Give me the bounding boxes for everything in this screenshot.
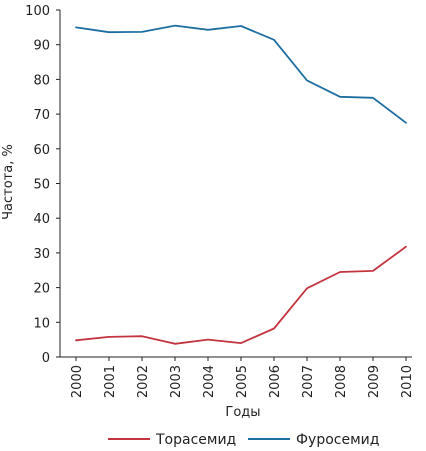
y-tick-label: 60 xyxy=(33,143,50,158)
y-tick-label: 80 xyxy=(33,73,50,88)
x-tick-label: 2000 xyxy=(70,365,85,398)
plot-area xyxy=(75,24,407,345)
y-axis-title: Частота, % xyxy=(1,144,16,220)
y-tick-label: 30 xyxy=(33,247,50,262)
y-tick-label: 50 xyxy=(33,178,50,193)
y-tick-label: 10 xyxy=(33,316,50,331)
x-axis-title: Годы xyxy=(225,405,260,420)
y-tick-label: 40 xyxy=(33,212,50,227)
x-tick-label: 2009 xyxy=(367,365,382,398)
x-tick-label: 2008 xyxy=(334,365,349,398)
y-tick-label: 90 xyxy=(33,39,50,54)
x-tick-label: 2006 xyxy=(268,365,283,398)
y-tick-label: 0 xyxy=(42,351,50,366)
x-tick-label: 2005 xyxy=(235,365,250,398)
x-tick-label: 2007 xyxy=(301,365,316,398)
axes: 0 10 20 30 40 50 60 70 80 90 100 2000 2001 2002 2003 20… xyxy=(25,4,415,398)
series-line-1 xyxy=(75,24,407,124)
series-line-0 xyxy=(75,245,407,345)
x-tick-label: 2001 xyxy=(103,365,118,398)
x-tick-label: 2010 xyxy=(400,365,415,398)
legend: Торасемид Фуросемид xyxy=(108,432,379,448)
y-tick-label: 100 xyxy=(25,4,50,19)
x-tick-label: 2003 xyxy=(169,365,184,398)
x-tick-label: 2002 xyxy=(136,365,151,398)
legend-label-1: Фуросемид xyxy=(296,432,379,448)
y-tick-label: 70 xyxy=(33,108,50,123)
x-tick-label: 2004 xyxy=(202,365,217,398)
legend-label-0: Торасемид xyxy=(155,432,236,448)
y-tick-label: 20 xyxy=(33,282,50,297)
